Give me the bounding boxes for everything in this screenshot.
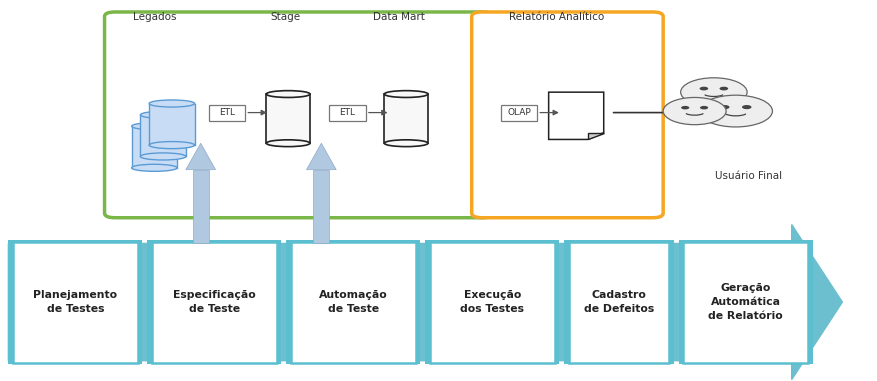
FancyBboxPatch shape — [193, 170, 209, 243]
FancyBboxPatch shape — [329, 105, 366, 120]
Circle shape — [681, 106, 689, 109]
Polygon shape — [186, 143, 216, 170]
Circle shape — [699, 95, 773, 127]
Bar — [132, 126, 177, 168]
Text: Legados: Legados — [132, 12, 176, 22]
Ellipse shape — [140, 153, 186, 160]
FancyBboxPatch shape — [472, 12, 663, 218]
Text: OLAP: OLAP — [507, 108, 531, 117]
Circle shape — [681, 78, 747, 107]
Text: ETL: ETL — [339, 108, 355, 117]
FancyBboxPatch shape — [679, 240, 813, 365]
FancyBboxPatch shape — [683, 242, 809, 363]
Ellipse shape — [267, 140, 310, 147]
Text: Data Mart: Data Mart — [374, 12, 425, 22]
FancyBboxPatch shape — [501, 105, 538, 120]
Text: Geração
Automática
de Relatório: Geração Automática de Relatório — [709, 283, 783, 321]
Bar — [384, 94, 428, 143]
FancyBboxPatch shape — [430, 242, 555, 363]
Circle shape — [700, 106, 709, 109]
Circle shape — [720, 105, 730, 109]
Text: Planejamento
de Testes: Planejamento de Testes — [33, 290, 118, 314]
FancyBboxPatch shape — [13, 242, 138, 363]
FancyBboxPatch shape — [152, 242, 277, 363]
FancyBboxPatch shape — [425, 240, 560, 365]
FancyBboxPatch shape — [104, 12, 493, 218]
Text: Execução
dos Testes: Execução dos Testes — [460, 290, 524, 314]
Text: Usuário Final: Usuário Final — [716, 171, 782, 181]
FancyBboxPatch shape — [565, 240, 674, 365]
Text: Cadastro
de Defeitos: Cadastro de Defeitos — [584, 290, 654, 314]
FancyBboxPatch shape — [287, 240, 420, 365]
Polygon shape — [306, 143, 336, 170]
Ellipse shape — [140, 111, 186, 118]
FancyBboxPatch shape — [209, 105, 246, 120]
Text: ETL: ETL — [219, 108, 235, 117]
Polygon shape — [588, 133, 603, 139]
Ellipse shape — [132, 164, 177, 171]
Text: Relatório Analítico: Relatório Analítico — [509, 12, 604, 22]
FancyBboxPatch shape — [147, 240, 282, 365]
Text: Especificação
de Teste: Especificação de Teste — [173, 290, 255, 314]
Circle shape — [700, 87, 709, 90]
Polygon shape — [549, 92, 603, 139]
Bar — [149, 104, 195, 145]
Ellipse shape — [149, 100, 195, 107]
Bar — [267, 94, 310, 143]
Text: Automação
de Teste: Automação de Teste — [319, 290, 388, 314]
Polygon shape — [9, 224, 843, 379]
Bar — [140, 115, 186, 157]
Text: Stage: Stage — [270, 12, 301, 22]
Ellipse shape — [132, 123, 177, 130]
Ellipse shape — [149, 142, 195, 149]
Ellipse shape — [267, 91, 310, 98]
Circle shape — [719, 87, 728, 90]
Circle shape — [742, 105, 752, 109]
FancyBboxPatch shape — [9, 240, 142, 365]
FancyBboxPatch shape — [569, 242, 669, 363]
FancyBboxPatch shape — [291, 242, 416, 363]
Ellipse shape — [384, 91, 428, 98]
FancyBboxPatch shape — [313, 170, 329, 243]
Ellipse shape — [384, 140, 428, 147]
Circle shape — [663, 98, 726, 125]
